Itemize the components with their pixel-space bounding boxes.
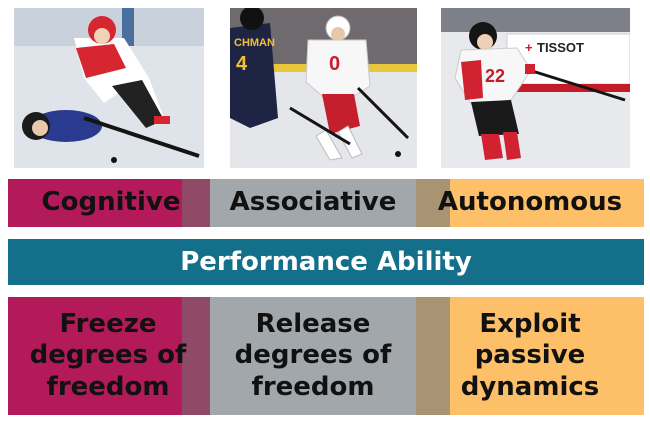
photo-hockey-skater-center: CHMAN 4 0: [230, 8, 417, 168]
jersey-name-text: CHMAN: [234, 37, 275, 49]
stage-cognitive: [8, 179, 182, 227]
performance-ability-label: Performance Ability: [180, 247, 472, 277]
description-transition-1: [182, 297, 210, 415]
description-text-cognitive: Freeze degrees of freedom: [8, 297, 208, 415]
description-block-cognitive: [8, 297, 182, 415]
stage-label-autonomous: Autonomous: [437, 187, 623, 218]
sponsor-text: TISSOT: [537, 40, 584, 55]
stage-label-cognitive: Cognitive: [41, 187, 181, 218]
stage-autonomous: [450, 179, 644, 227]
transition-cognitive-associative: [182, 179, 210, 227]
description-line: Freeze: [59, 309, 157, 340]
description-line: Release: [255, 309, 371, 340]
photo-hockey-players-falling: [14, 8, 204, 168]
description-line: dynamics: [460, 371, 600, 402]
description-text-autonomous: Exploit passive dynamics: [430, 297, 630, 415]
description-block-associative: [210, 297, 416, 415]
description-line: degrees of: [234, 340, 392, 371]
photo-hockey-player-shooting: + TISSOT 22: [441, 8, 630, 168]
description-line: degrees of: [29, 340, 187, 371]
description-line: freedom: [251, 371, 375, 402]
description-line: Exploit: [479, 309, 581, 340]
description-transition-2: [416, 297, 450, 415]
jersey-number-text: 0: [329, 53, 340, 75]
stage-label-associative: Associative: [229, 187, 397, 218]
description-line: freedom: [46, 371, 170, 402]
svg-text:4: 4: [236, 53, 248, 75]
transition-associative-autonomous: [416, 179, 450, 227]
stage-associative: [210, 179, 416, 227]
description-block-autonomous: [450, 297, 644, 415]
jersey-number-text: 22: [485, 66, 505, 86]
svg-text:+: +: [525, 40, 533, 55]
performance-ability-bar: Performance Ability: [8, 239, 644, 285]
description-line: passive: [474, 340, 586, 371]
description-text-associative: Release degrees of freedom: [210, 297, 416, 415]
